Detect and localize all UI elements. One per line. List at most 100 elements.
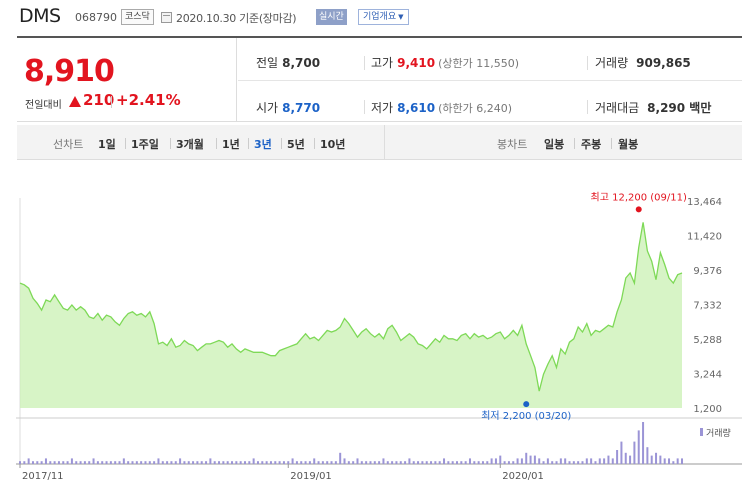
- volume-bar: [378, 461, 381, 464]
- volume-bar: [252, 458, 255, 464]
- volume-bars: 거래량: [19, 422, 731, 464]
- volume-bar: [581, 461, 584, 464]
- y-tick-label: 13,464: [687, 197, 722, 208]
- volume-bar: [555, 461, 558, 464]
- volume-bar: [616, 450, 619, 464]
- volume-bar: [594, 461, 597, 464]
- open-price: 시가 8,770: [256, 99, 320, 116]
- period-1d[interactable]: 1일: [98, 138, 116, 151]
- volume-bar: [105, 461, 108, 464]
- volume-bar: [62, 461, 65, 464]
- volume-bar: [282, 461, 285, 464]
- upper-limit: (상한가 11,550): [438, 57, 519, 70]
- period-3y[interactable]: 3년: [254, 138, 272, 151]
- divider: [314, 138, 315, 149]
- volume-bar: [75, 461, 78, 464]
- volume-bar: [633, 441, 636, 464]
- volume-bar: [551, 461, 554, 464]
- volume-bar: [430, 461, 433, 464]
- volume-bar: [83, 461, 86, 464]
- volume-bar: [399, 461, 402, 464]
- volume-bar: [226, 461, 229, 464]
- quote-date: 2020.10.30 기준(장마감): [176, 12, 297, 25]
- volume-bar: [546, 458, 549, 464]
- min-label: 최저 2,200 (03/20): [481, 410, 571, 422]
- low-value: 8,610: [397, 101, 436, 115]
- volume-bar: [503, 461, 506, 464]
- divider: [611, 138, 612, 149]
- stock-name: DMS: [19, 5, 61, 27]
- y-tick-label: 1,200: [693, 404, 722, 415]
- volume-bar: [681, 458, 683, 464]
- volume-bar: [96, 461, 99, 464]
- volume-bar: [19, 461, 21, 464]
- company-overview-label: 기업개요: [363, 12, 397, 22]
- volume-bar: [304, 461, 307, 464]
- volume-bar: [360, 461, 363, 464]
- low-label: 저가: [371, 101, 394, 115]
- volume-bar: [468, 458, 471, 464]
- candle-weekly[interactable]: 주봉: [581, 138, 602, 151]
- volume-bar: [53, 461, 56, 464]
- up-triangle-icon: [69, 96, 81, 107]
- volume-bar: [36, 461, 39, 464]
- volume-bar: [183, 461, 186, 464]
- volume-bar: [174, 461, 177, 464]
- candle-daily[interactable]: 일봉: [544, 138, 565, 151]
- volume-bar: [434, 461, 437, 464]
- volume-bar: [624, 452, 627, 464]
- amount-label: 거래대금: [595, 101, 640, 115]
- volume-bar: [213, 461, 216, 464]
- divider: [125, 138, 126, 149]
- period-10y[interactable]: 10년: [320, 138, 346, 151]
- volume-bar: [577, 461, 580, 464]
- volume-bar: [148, 461, 151, 464]
- volume-bar: [564, 458, 567, 464]
- current-price: 8,910: [24, 54, 115, 89]
- volume-bar: [520, 458, 523, 464]
- volume-bar: [101, 461, 104, 464]
- volume-bar: [421, 461, 424, 464]
- volume-bar: [261, 461, 264, 464]
- period-1w[interactable]: 1주일: [131, 138, 159, 151]
- volume-bar: [668, 458, 671, 464]
- divider: [364, 100, 365, 114]
- volume-bar: [118, 461, 121, 464]
- volume-bar: [382, 458, 385, 464]
- volume-bar: [287, 461, 290, 464]
- volume-bar: [512, 461, 515, 464]
- volume-bar: [369, 461, 372, 464]
- candle-monthly[interactable]: 월봉: [618, 138, 639, 151]
- volume-bar: [209, 458, 212, 464]
- volume-bar: [157, 458, 160, 464]
- volume-bar: [529, 455, 532, 464]
- realtime-button[interactable]: 실시간: [316, 9, 347, 25]
- volume-bar: [533, 455, 536, 464]
- divider: [248, 138, 249, 149]
- volume-bar: [464, 461, 467, 464]
- prev-close-label: 전일: [256, 56, 279, 70]
- volume-bar: [187, 461, 190, 464]
- volume-legend-label: 거래량: [706, 427, 731, 439]
- volume-bar: [79, 461, 82, 464]
- y-tick-label: 9,376: [693, 266, 722, 277]
- volume-bar: [57, 461, 60, 464]
- volume-bar: [447, 461, 450, 464]
- volume-bar: [23, 461, 26, 464]
- volume-bar: [265, 461, 268, 464]
- period-1y[interactable]: 1년: [222, 138, 240, 151]
- volume-bar: [256, 461, 259, 464]
- divider: [111, 96, 112, 108]
- volume-bar: [663, 458, 666, 464]
- period-5y[interactable]: 5년: [287, 138, 305, 151]
- price-box: 8,910 전일대비 210 +2.41%: [17, 38, 237, 122]
- volume-bar: [507, 461, 510, 464]
- max-point: [635, 206, 642, 213]
- volume-bar: [196, 461, 199, 464]
- volume-bar: [295, 461, 298, 464]
- divider: [364, 56, 365, 70]
- market-badge: 코스닥: [121, 9, 154, 25]
- company-overview-dropdown[interactable]: 기업개요 ▼: [358, 9, 409, 25]
- period-3m[interactable]: 3개월: [176, 138, 204, 151]
- calendar-icon: [161, 12, 172, 23]
